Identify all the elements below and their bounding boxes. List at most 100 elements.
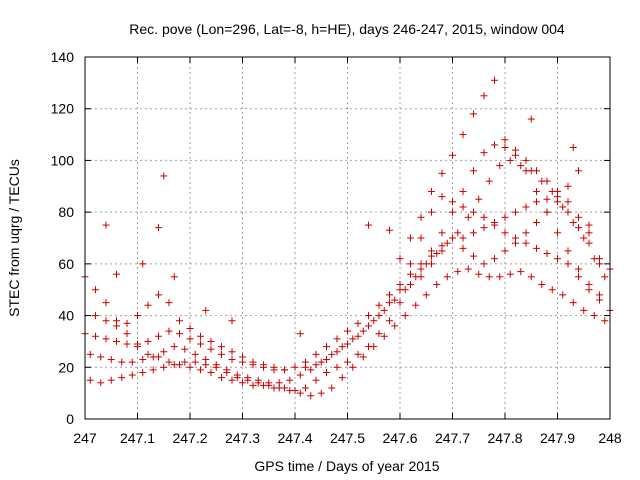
data-point [564,260,572,268]
data-point [144,301,152,309]
data-point [575,213,582,221]
data-point [380,306,388,314]
data-point [197,332,204,340]
data-point [601,317,609,325]
data-point [102,299,110,307]
data-point [197,366,204,374]
data-point [165,299,173,307]
data-point [522,203,530,211]
data-point [307,392,315,400]
data-point [160,363,168,371]
data-point [459,244,467,252]
data-point [475,270,483,278]
data-point [501,136,509,144]
data-point [149,366,157,374]
data-point [218,343,225,351]
data-point [559,203,567,211]
data-point [501,213,509,221]
data-point [186,325,194,332]
data-point [380,332,388,340]
data-point [501,144,509,151]
data-point [590,312,598,320]
data-point [191,350,199,358]
data-point [118,358,126,366]
data-point [102,221,110,229]
data-point [181,358,189,366]
data-point [527,273,535,281]
data-point [391,322,399,330]
data-point [564,182,572,190]
data-point [554,255,561,263]
data-point [260,361,267,369]
data-point [564,198,572,206]
data-point [564,247,572,255]
data-point [323,368,330,376]
data-point [470,167,477,175]
data-point [396,255,404,263]
data-point [317,358,325,366]
data-point [422,291,430,299]
data-point [144,337,152,345]
data-point [454,229,462,237]
data-point [202,306,210,314]
data-point [417,234,425,242]
data-point [491,141,498,149]
data-point [323,343,330,351]
data-point [139,260,147,268]
data-point [496,273,504,281]
data-point [386,291,393,299]
data-point [170,361,178,369]
data-point [554,187,561,195]
data-point [496,162,504,170]
data-point [480,260,488,268]
data-point [228,348,236,356]
data-point [202,356,210,364]
data-point [575,265,582,273]
x-tick-label: 247.1 [120,430,155,446]
data-point [186,363,194,371]
data-point [296,330,304,338]
data-point [464,213,472,221]
data-point [428,260,435,268]
data-point [102,335,110,343]
data-point [543,195,551,203]
data-point [118,374,126,382]
data-point [443,239,451,247]
y-tick-label: 40 [58,308,74,324]
data-point [554,229,561,237]
data-point [228,317,236,325]
data-point [512,239,519,247]
data-point [312,350,320,358]
data-point [365,312,372,320]
data-point [181,345,189,353]
data-point [92,332,99,340]
data-point [386,299,393,307]
data-point [239,353,246,361]
data-point [155,291,162,299]
data-point [354,319,362,327]
data-point [244,374,252,382]
data-point [165,358,173,366]
data-point [344,358,351,366]
data-point [86,376,94,384]
data-point [344,327,351,335]
data-point [506,270,514,278]
data-point [491,76,498,84]
data-point [485,273,493,281]
data-point [522,156,530,164]
data-point [438,229,446,237]
data-point [228,376,236,384]
data-point [296,371,304,379]
data-point [123,340,131,348]
data-point [590,255,598,263]
data-point [501,247,509,255]
data-point [139,368,147,376]
data-point [454,268,462,276]
data-point [107,376,115,384]
data-point [501,229,509,237]
data-point [123,330,131,338]
y-tick-label: 100 [51,152,75,168]
data-point [354,350,362,358]
data-point [344,340,351,348]
data-point [317,389,325,397]
